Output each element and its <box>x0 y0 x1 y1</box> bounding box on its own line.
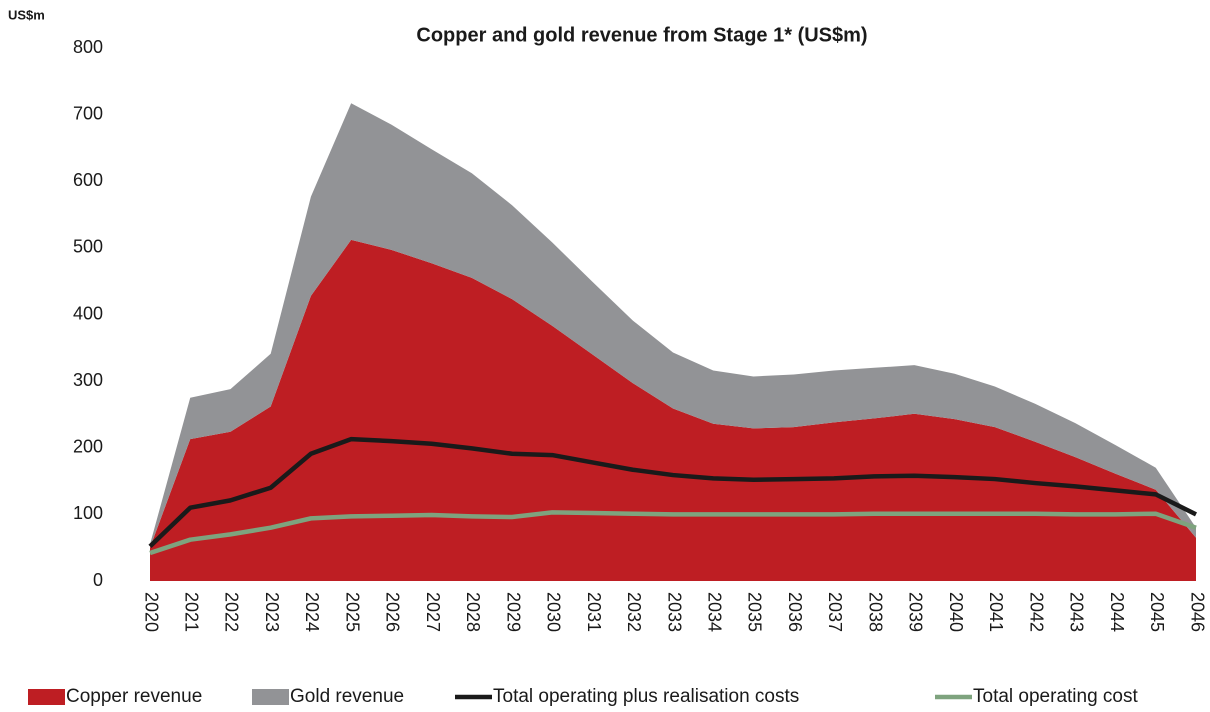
x-tick-label: 2029 <box>503 592 523 632</box>
x-tick-label: 2030 <box>544 592 564 632</box>
x-tick-label: 2024 <box>302 592 322 632</box>
x-tick-label: 2035 <box>745 592 765 632</box>
x-tick-label: 2032 <box>624 592 644 632</box>
x-tick-label: 2026 <box>383 592 403 632</box>
y-axis-label: US$m <box>8 7 45 22</box>
y-tick-label: 300 <box>73 370 103 390</box>
x-tick-label: 2021 <box>181 592 201 632</box>
chart-title: Copper and gold revenue from Stage 1* (U… <box>416 24 867 46</box>
y-tick-label: 200 <box>73 437 103 457</box>
x-tick-label: 2037 <box>825 592 845 632</box>
y-tick-label: 0 <box>93 570 103 590</box>
x-tick-label: 2022 <box>222 592 242 632</box>
legend-label: Gold revenue <box>290 686 404 707</box>
area <box>150 103 1196 548</box>
legend-label: Copper revenue <box>66 686 202 707</box>
x-tick-label: 2042 <box>1026 592 1046 632</box>
x-tick-label: 2045 <box>1147 592 1167 632</box>
x-tick-label: 2044 <box>1107 592 1127 632</box>
y-tick-label: 800 <box>73 37 103 57</box>
x-tick-label: 2020 <box>141 592 161 632</box>
y-tick-label: 700 <box>73 103 103 123</box>
x-tick-label: 2023 <box>262 592 282 632</box>
legend-swatch <box>252 689 289 705</box>
x-tick-label: 2039 <box>906 592 926 632</box>
area <box>150 239 1196 581</box>
x-tick-label: 2034 <box>704 592 724 632</box>
x-tick-label: 2041 <box>986 592 1006 632</box>
y-tick-label: 400 <box>73 303 103 323</box>
legend-label: Total operating plus realisation costs <box>493 686 799 707</box>
x-tick-label: 2033 <box>664 592 684 632</box>
y-tick-label: 500 <box>73 237 103 257</box>
x-tick-label: 2043 <box>1067 592 1087 632</box>
legend-label: Total operating cost <box>973 686 1138 707</box>
x-tick-label: 2046 <box>1187 592 1207 632</box>
line <box>149 510 1197 556</box>
x-tick-label: 2025 <box>342 592 362 632</box>
x-tick-label: 2028 <box>463 592 483 632</box>
line <box>148 436 1198 548</box>
x-tick-label: 2040 <box>946 592 966 632</box>
x-tick-label: 2031 <box>584 592 604 632</box>
y-tick-label: 100 <box>73 503 103 523</box>
x-tick-label: 2027 <box>423 592 443 632</box>
y-tick-label: 600 <box>73 170 103 190</box>
x-tick-label: 2038 <box>865 592 885 632</box>
x-tick-label: 2036 <box>785 592 805 632</box>
legend-swatch <box>28 689 65 705</box>
